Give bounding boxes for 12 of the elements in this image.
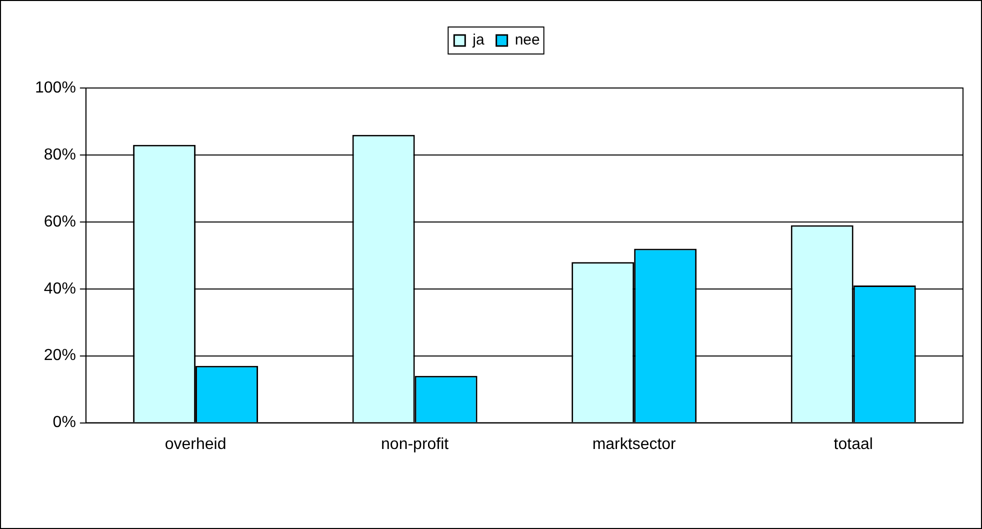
y-tick-label: 20%	[44, 347, 76, 364]
y-tick-label: 80%	[44, 146, 76, 164]
x-tick-label: overheid	[164, 436, 226, 453]
legend-label: nee	[514, 32, 540, 49]
legend-label: ja	[472, 32, 485, 49]
x-tick-label: marktsector	[592, 436, 677, 453]
y-tick-label: 40%	[44, 280, 76, 298]
y-tick-label: 100%	[35, 79, 76, 96]
y-tick-label: 0%	[52, 414, 76, 432]
x-tick-label: non-profit	[381, 436, 450, 453]
y-tick-label: 60%	[44, 213, 76, 230]
x-tick-label: totaal	[834, 436, 873, 453]
